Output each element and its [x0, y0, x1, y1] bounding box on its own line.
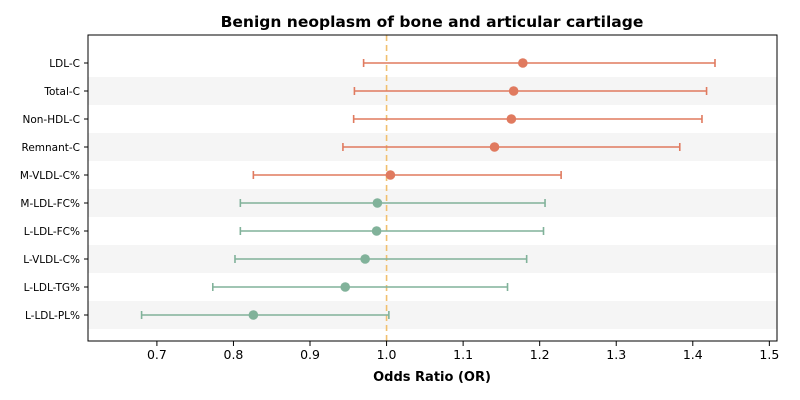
y-tick-label: L-VLDL-C% [23, 254, 80, 266]
or-point [506, 114, 517, 124]
or-point [385, 170, 396, 180]
x-tick-label: 1.3 [606, 347, 626, 362]
or-point [372, 198, 383, 208]
x-tick-label: 0.8 [224, 347, 244, 362]
y-tick-label: M-VLDL-C% [20, 170, 80, 182]
or-point [489, 142, 500, 152]
y-tick-label: Total-C [43, 86, 80, 98]
x-tick-label: 1.0 [377, 347, 397, 362]
x-tick-label: 0.7 [147, 347, 167, 362]
or-point [518, 58, 528, 68]
x-tick-label: 1.1 [453, 347, 473, 362]
or-point [340, 282, 351, 292]
x-tick-label: 1.4 [683, 347, 703, 362]
plot-area: 0.7 0.8 0.9 1.0 1.1 1.2 1.3 1.4 1.5 LDL-C Total-C N… [20, 34, 779, 362]
y-tick-label: Non-HDL-C [23, 114, 81, 126]
y-tick-label: L-LDL-TG% [24, 282, 80, 294]
y-tick-label: L-LDL-PL% [25, 310, 80, 322]
or-point [248, 310, 259, 320]
x-axis-label: Odds Ratio (OR) [373, 370, 491, 385]
x-tick-label: 1.5 [759, 347, 779, 362]
y-tick-label: M-LDL-FC% [20, 198, 80, 210]
plot-frame [87, 34, 778, 342]
y-tick-label: L-LDL-FC% [24, 226, 80, 238]
or-point [360, 254, 370, 264]
x-tick-label: 1.2 [530, 347, 550, 362]
y-tick-label: Remnant-C [22, 142, 81, 154]
or-point [371, 226, 382, 236]
or-point [508, 86, 519, 96]
y-tick-label: LDL-C [49, 58, 80, 70]
chart-title: Benign neoplasm of bone and articular ca… [221, 13, 644, 31]
x-tick-label: 0.9 [300, 347, 320, 362]
